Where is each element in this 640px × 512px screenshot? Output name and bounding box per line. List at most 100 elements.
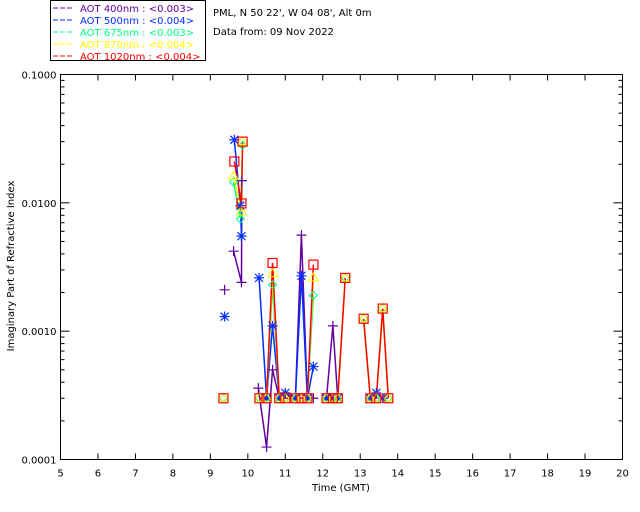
data-point-plus xyxy=(219,284,230,295)
data-point-square xyxy=(218,393,229,404)
data-point-square xyxy=(261,393,272,404)
x-tick-label: 12 xyxy=(316,469,329,480)
axes: 5 6 7 8 9 10 11 12 13 14 15 16 17 18 19 20 0.1000 0.0100 0… xyxy=(22,71,629,480)
data-point-square xyxy=(280,393,291,404)
data-point-square xyxy=(236,198,247,209)
data-point-triangle xyxy=(382,392,395,402)
data-point-diamond xyxy=(235,214,246,224)
x-tick-label: 10 xyxy=(241,469,254,480)
data-point-triangle xyxy=(266,267,279,278)
x-tick-label: 13 xyxy=(354,469,367,480)
data-point-asterisk xyxy=(229,134,240,145)
data-point-square xyxy=(383,393,394,404)
data-point-square xyxy=(308,259,319,270)
legend-label: AOT 500nm : <0.004> xyxy=(80,16,194,27)
data-point-square xyxy=(229,156,240,167)
data-point-square xyxy=(267,257,278,269)
x-tick-label: 19 xyxy=(579,469,592,480)
y-axis-label: Imaginary Part of Refractive Index xyxy=(6,181,17,352)
data-point-plus xyxy=(236,277,247,288)
series-line xyxy=(325,325,339,399)
data-point-triangle xyxy=(301,392,314,402)
data-point-plus xyxy=(327,320,338,331)
x-tick-label: 18 xyxy=(541,469,554,480)
data-point-asterisk xyxy=(235,200,246,211)
data-point-triangle xyxy=(217,392,230,402)
data-point-asterisk xyxy=(261,393,272,404)
data-point-triangle xyxy=(295,392,308,402)
site-info: PML, N 50 22', W 04 08', Alt 0m xyxy=(213,8,372,19)
data-point-square xyxy=(332,393,343,404)
date-info: Data from: 09 Nov 2022 xyxy=(213,27,334,38)
legend: AOT 400nm : <0.003>AOT 500nm : <0.004>AO… xyxy=(53,4,200,63)
data-point-plus xyxy=(253,383,264,394)
data-point-triangle xyxy=(376,302,389,313)
data-point-triangle xyxy=(235,205,248,216)
data-point-asterisk xyxy=(377,393,388,404)
legend-label: AOT 1020nm : <0.004> xyxy=(80,52,200,63)
x-tick-label: 9 xyxy=(207,469,213,480)
data-point-asterisk xyxy=(236,231,247,242)
data-point-triangle xyxy=(339,271,352,282)
data-point-plus xyxy=(236,175,247,186)
data-point-triangle xyxy=(289,392,302,402)
series-marks xyxy=(217,134,395,453)
plot-area xyxy=(60,74,623,460)
data-point-square xyxy=(377,303,388,314)
series-line xyxy=(233,141,244,204)
data-point-triangle xyxy=(279,392,292,402)
data-point-asterisk xyxy=(219,311,230,322)
data-point-plus xyxy=(296,230,307,241)
series-line xyxy=(362,308,390,400)
data-point-square xyxy=(365,393,376,404)
x-tick-label: 8 xyxy=(170,469,176,480)
data-point-asterisk xyxy=(254,272,265,283)
data-point-asterisk xyxy=(274,393,285,404)
data-point-diamond xyxy=(267,280,278,290)
data-point-asterisk xyxy=(321,393,332,404)
data-point-square xyxy=(302,393,313,404)
data-point-diamond xyxy=(308,290,319,301)
data-point-diamond xyxy=(228,177,239,187)
data-point-triangle xyxy=(227,170,240,181)
data-point-triangle xyxy=(370,392,383,402)
data-point-square xyxy=(274,393,285,404)
data-point-square xyxy=(290,393,301,404)
data-point-plus xyxy=(228,246,239,257)
data-point-asterisk xyxy=(365,393,376,404)
legend-label: AOT 400nm : <0.003> xyxy=(80,4,194,15)
x-tick-label: 17 xyxy=(504,469,517,480)
data-point-square xyxy=(340,272,351,284)
data-point-asterisk xyxy=(267,320,278,331)
data-point-triangle xyxy=(364,392,377,402)
data-point-square xyxy=(358,313,369,324)
data-point-plus xyxy=(261,442,272,453)
data-point-asterisk xyxy=(308,361,319,372)
y-tick-label: 0.0001 xyxy=(22,456,57,467)
data-point-plus xyxy=(267,364,278,375)
legend-label: AOT 870nm : <0.004> xyxy=(80,40,194,51)
data-point-square xyxy=(254,393,265,404)
data-point-triangle xyxy=(357,312,370,323)
y-tick-label: 0.0100 xyxy=(22,199,57,210)
x-axis-label: Time (GMT) xyxy=(311,483,370,494)
data-point-triangle xyxy=(273,392,286,402)
legend-box xyxy=(50,0,206,61)
x-tick-label: 15 xyxy=(429,469,442,480)
y-tick-label: 0.0010 xyxy=(22,327,57,338)
x-tick-label: 5 xyxy=(57,469,63,480)
x-tick-label: 14 xyxy=(391,469,404,480)
data-point-triangle xyxy=(236,135,249,146)
data-point-square xyxy=(321,393,332,404)
data-point-asterisk xyxy=(302,393,313,404)
data-point-asterisk xyxy=(296,270,307,281)
y-tick-label: 0.1000 xyxy=(22,71,57,82)
x-tick-label: 7 xyxy=(132,469,138,480)
x-tick-label: 6 xyxy=(95,469,101,480)
data-point-triangle xyxy=(307,271,320,282)
data-point-square xyxy=(371,393,382,404)
data-point-asterisk xyxy=(290,393,301,404)
x-tick-label: 20 xyxy=(616,469,629,480)
legend-label: AOT 675nm : <0.003> xyxy=(80,28,194,39)
